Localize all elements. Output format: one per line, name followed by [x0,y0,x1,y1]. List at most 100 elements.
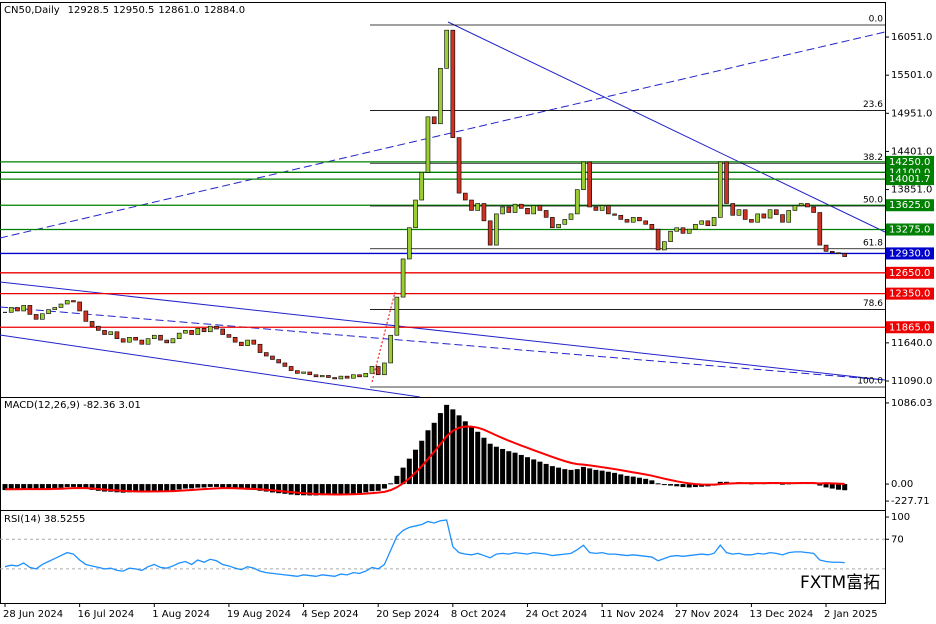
macd-bar [220,484,226,488]
macd-bar [276,484,282,494]
macd-bar [425,430,431,485]
candle [52,307,58,310]
candle [537,205,543,211]
macd-bar [829,484,835,489]
candle [823,244,829,252]
candle [96,325,101,331]
level-label: 14250.0 [889,157,930,168]
macd-bar [537,461,543,485]
macd-bar [456,415,462,485]
candle [469,199,474,211]
y-tick-label: 16051.0 [891,32,932,43]
macd-bar [108,484,114,492]
fib-label: 100.0 [857,377,883,387]
candle [798,203,804,206]
rsi-line [4,519,845,577]
candle [201,327,207,333]
macd-bar [83,484,89,489]
macd-bar [543,463,549,485]
candle [599,205,605,211]
x-tick-label: 27 Nov 2024 [675,609,739,620]
macd-bar [618,474,624,485]
x-tick-label: 11 Nov 2024 [600,609,664,620]
fib-label: 61.8 [863,238,883,248]
candle [170,338,176,344]
macd-bar [661,484,667,486]
macd-bar [655,483,661,485]
channel-line [0,334,421,398]
level-box [886,266,934,279]
macd-bar [780,483,785,485]
macd-bar [686,484,692,488]
candle [388,334,393,364]
candle [531,205,537,215]
candle [27,305,33,315]
x-tick-label: 28 Jun 2024 [3,609,63,620]
candle [475,203,481,211]
macd-bar [444,404,450,485]
candle [550,217,555,229]
candle [102,330,107,335]
macd-bar [294,484,300,496]
candle [662,241,667,251]
level-box [886,321,934,334]
macd-bar [46,484,52,489]
candle [742,209,748,220]
candle [842,253,848,257]
candle [8,307,14,313]
low: 12861.0 [158,5,199,16]
candle [394,296,400,336]
signal-line [5,425,845,496]
candle [207,325,213,333]
macd-bar [307,484,313,496]
candle [40,313,45,320]
macd-bar [195,484,201,488]
candle [829,251,835,254]
macd-bar [605,471,611,485]
macd-bar [238,484,244,490]
candle [257,343,263,353]
candle [214,325,219,330]
level-box [886,223,934,236]
candle [481,203,487,222]
level-label: 12350.0 [889,289,930,300]
macd-bar [462,421,468,485]
macd-bar [120,484,126,493]
macd-bar [232,484,238,489]
candle [637,217,642,222]
candle [568,213,574,220]
projection-line [371,291,396,383]
candle [500,206,505,215]
header: CN50,Daily 12928.5 12950.5 12861.0 12884.0 [4,5,245,16]
macd-bar [64,484,70,488]
macd-bar [381,484,387,489]
macd-bar [817,484,823,486]
x-tick-label: 4 Sep 2024 [302,609,359,620]
macd-bar [624,475,630,485]
candle [456,137,462,194]
macd-bar [475,431,481,485]
y-tick-label: 14951.0 [891,108,932,119]
macd-bar [599,470,605,485]
macd-bar [39,484,45,490]
candle [668,230,673,242]
macd-bar [164,484,170,492]
candle [344,375,350,379]
candle [518,203,524,209]
macd-bar [593,469,599,485]
candle [139,339,145,345]
macd-bar [332,484,338,495]
macd-bar [201,484,207,488]
macd-bar [325,484,331,495]
frames [0,2,886,604]
candle [593,206,599,211]
macd-bar [481,437,487,485]
candle [792,205,798,211]
x-tick-label: 20 Sep 2024 [376,609,439,620]
macd-bar [556,467,562,485]
macd-bar [133,484,139,493]
level-tag: 14250.0 [886,155,934,168]
candle [363,373,369,378]
macd-bar [413,449,419,485]
